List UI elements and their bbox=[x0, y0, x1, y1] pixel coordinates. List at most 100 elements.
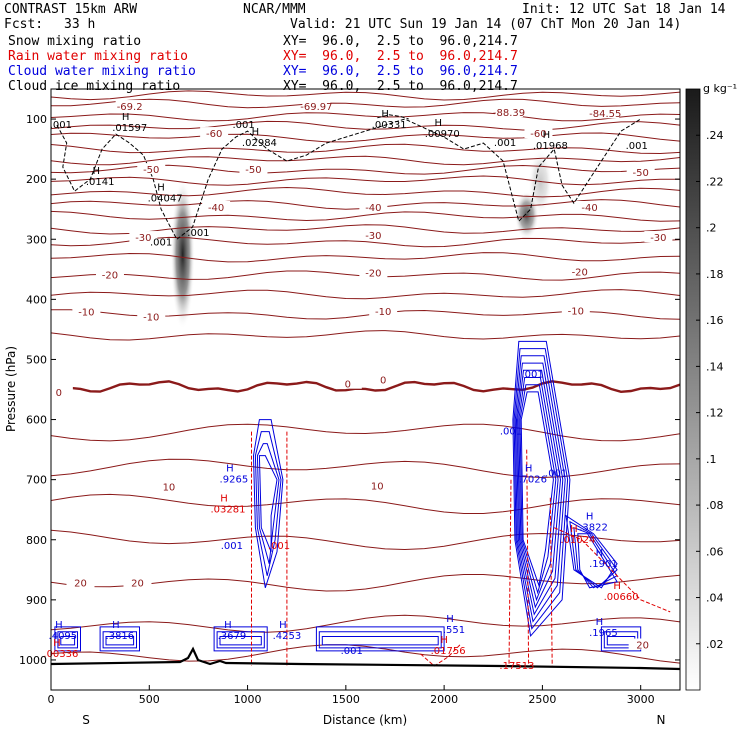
cloud-water-contour bbox=[252, 419, 284, 588]
y-tick-label: 800 bbox=[26, 534, 47, 547]
isotherm-line bbox=[50, 614, 681, 633]
isotherm-line bbox=[50, 120, 681, 131]
isotherm-label-bg bbox=[123, 576, 152, 588]
isotherm-label: -20 bbox=[102, 270, 118, 281]
rain-water-contour bbox=[420, 644, 461, 667]
contour-value-label: .001 bbox=[521, 369, 543, 380]
maximum-value: .3816 bbox=[106, 631, 135, 642]
cloud-ice-contours bbox=[56, 114, 641, 241]
maximum-marker: H bbox=[596, 548, 604, 559]
init-time: Init: 12 UTC Sat 18 Jan 14 bbox=[522, 2, 726, 17]
freezing-level-line bbox=[50, 380, 681, 394]
isotherm-label: -20 bbox=[365, 269, 381, 280]
maximum-value: .1965 bbox=[589, 628, 618, 639]
isotherm-line bbox=[50, 112, 681, 122]
maximum-marker: H bbox=[224, 620, 232, 631]
x-tick-label: 1500 bbox=[332, 693, 360, 706]
isotherm-label: 20 bbox=[636, 641, 649, 652]
isotherm-label: 0 bbox=[380, 375, 386, 386]
cloud-ice-contour bbox=[377, 114, 409, 120]
isotherm-label: -84.55 bbox=[589, 109, 621, 120]
y-axis-title: Pressure (hPa) bbox=[4, 346, 18, 432]
isotherm-label: -10 bbox=[78, 308, 94, 319]
isotherm-label: 20 bbox=[131, 579, 144, 590]
x-tick-label: 1000 bbox=[234, 693, 262, 706]
isotherm-label-bg bbox=[565, 265, 594, 277]
maximum-value: .02984 bbox=[242, 138, 277, 149]
cloud-water-contours bbox=[54, 340, 642, 652]
field-name-cloud-water: Cloud water mixing ratio bbox=[8, 64, 196, 79]
cloud-water-contour bbox=[519, 384, 557, 595]
maximum-value: .04047 bbox=[148, 193, 183, 204]
colorbar-tick-label: .14 bbox=[706, 360, 724, 373]
cloud-water-contour bbox=[315, 626, 445, 652]
isotherm-label: -30 bbox=[365, 231, 381, 242]
colorbar-tick-label: .16 bbox=[706, 314, 724, 327]
maximum-value: .00336 bbox=[43, 649, 78, 660]
isotherm-label: 20 bbox=[74, 579, 87, 590]
cloud-water-contour bbox=[219, 636, 262, 646]
cloud-water-contour bbox=[254, 431, 282, 576]
maximum-value: .3679 bbox=[218, 631, 247, 642]
isotherm-label: 10 bbox=[371, 481, 384, 492]
cloud-water-contour bbox=[105, 636, 135, 646]
cloud-water-contour bbox=[258, 455, 278, 552]
cloud-water-contour bbox=[99, 626, 140, 652]
isotherm-label-bg bbox=[137, 310, 166, 322]
isotherm-label-bg bbox=[363, 479, 392, 491]
x-tick-label: 2000 bbox=[430, 693, 458, 706]
colorbar-tick-label: .08 bbox=[706, 499, 724, 512]
contour-value-label: .001 bbox=[268, 541, 290, 552]
isotherm-label-bg bbox=[66, 576, 95, 588]
isotherm-line bbox=[50, 210, 681, 222]
y-tick-label: 600 bbox=[26, 414, 47, 427]
cloud-water-contour bbox=[513, 348, 569, 630]
isotherm-label-bg bbox=[359, 266, 388, 278]
isotherm-label-bg bbox=[359, 200, 388, 212]
isotherm-label: -10 bbox=[143, 312, 159, 323]
maximum-marker: H bbox=[596, 617, 604, 628]
isotherm-line bbox=[50, 330, 681, 341]
maximum-marker: H bbox=[220, 494, 228, 505]
maximum-marker: H bbox=[226, 464, 234, 475]
field-xy-cloud-water: XY= 96.0, 2.5 to 96.0,214.7 bbox=[283, 64, 518, 79]
isotherm-label-bg bbox=[202, 200, 231, 212]
temperature-isotherms bbox=[50, 90, 681, 664]
isotherm-line bbox=[50, 186, 681, 198]
cloud-water-contour bbox=[60, 636, 76, 646]
isotherm-label: -30 bbox=[135, 233, 151, 244]
contour-value-label: .001 bbox=[626, 141, 648, 152]
maximum-marker: H bbox=[55, 620, 63, 631]
colorbar-tick-label: .04 bbox=[706, 592, 724, 605]
model-title: CONTRAST 15km ARW bbox=[4, 2, 138, 17]
isotherm-label: -50 bbox=[633, 168, 649, 179]
isotherm-label: -60 bbox=[530, 129, 546, 140]
isotherm-line bbox=[50, 175, 680, 186]
y-tick-label: 900 bbox=[26, 594, 47, 607]
y-tick-label: 400 bbox=[26, 293, 47, 306]
isotherm-label: -88.39 bbox=[493, 108, 525, 119]
forecast-label: Fcst: bbox=[4, 17, 44, 32]
isotherm-label-bg bbox=[591, 107, 620, 119]
colorbar-tick-label: .1 bbox=[706, 453, 717, 466]
x-axis-right-end-label: N bbox=[657, 713, 666, 727]
maximum-marker: H bbox=[525, 464, 533, 475]
maximum-value: .03281 bbox=[210, 505, 245, 516]
maximum-marker: H bbox=[381, 109, 389, 120]
contour-value-label: .001 bbox=[50, 120, 72, 131]
maximum-value: .00970 bbox=[425, 129, 460, 140]
isotherm-line bbox=[50, 90, 681, 101]
contour-value-label: .001 bbox=[545, 469, 567, 480]
isotherm-label: -10 bbox=[375, 307, 391, 318]
maximum-value: .551 bbox=[443, 625, 465, 636]
cloud-water-contour bbox=[569, 520, 618, 589]
cloud-water-contour bbox=[514, 355, 566, 623]
contour-value-label: .001 bbox=[221, 541, 243, 552]
isotherm-label-bg bbox=[72, 305, 101, 317]
x-tick-label: 3000 bbox=[627, 693, 655, 706]
isotherm-label: 10 bbox=[163, 482, 176, 493]
x-axis-title: Distance (km) bbox=[323, 713, 407, 727]
maximum-value: .01597 bbox=[112, 123, 147, 134]
isotherm-label-bg bbox=[200, 127, 229, 139]
isotherm-label-bg bbox=[333, 377, 362, 389]
